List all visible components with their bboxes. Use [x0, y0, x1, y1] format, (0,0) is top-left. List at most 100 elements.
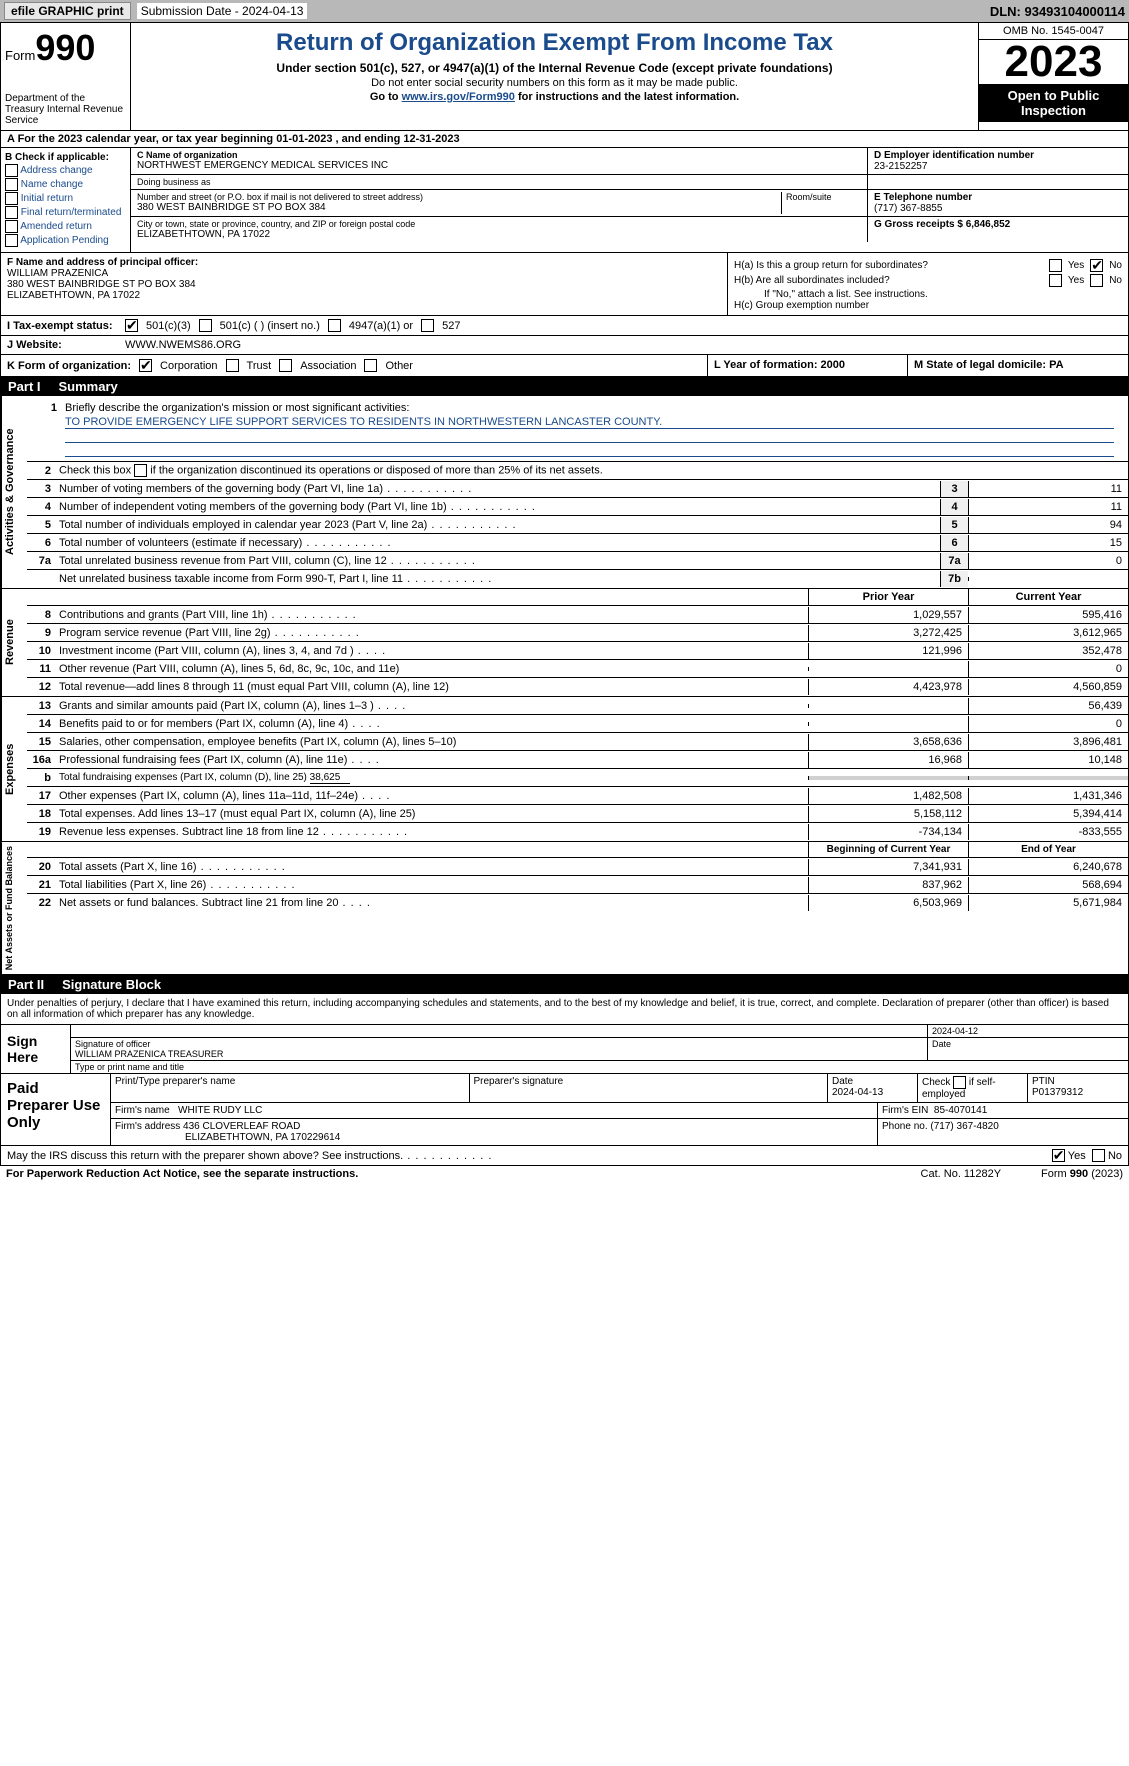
dln-number: DLN: 93493104000114 — [990, 4, 1125, 19]
discuss-no[interactable] — [1092, 1149, 1105, 1162]
ha-yes[interactable] — [1049, 259, 1062, 272]
line5-label: Total number of individuals employed in … — [55, 517, 940, 533]
col-beg: Beginning of Current Year — [808, 842, 968, 857]
line20-beg: 7,341,931 — [808, 859, 968, 875]
cb-discontinued[interactable] — [134, 464, 147, 477]
cb-name-change[interactable]: Name change — [5, 178, 126, 191]
cb-corp[interactable] — [139, 359, 152, 372]
line17-label: Other expenses (Part IX, column (A), lin… — [55, 788, 808, 804]
cb-app-pending[interactable]: Application Pending — [5, 234, 126, 247]
officer-name: WILLIAM PRAZENICA — [7, 268, 721, 279]
cb-final-return[interactable]: Final return/terminated — [5, 206, 126, 219]
line8-label: Contributions and grants (Part VIII, lin… — [55, 607, 808, 623]
row-klm: K Form of organization: Corporation Trus… — [0, 355, 1129, 377]
prep-sig-label: Preparer's signature — [470, 1074, 829, 1102]
cb-address-change[interactable]: Address change — [5, 164, 126, 177]
row-j-website: J Website: WWW.NWEMS86.ORG — [0, 336, 1129, 355]
line11-curr: 0 — [968, 661, 1128, 677]
cb-501c3[interactable] — [125, 319, 138, 332]
part2-header: Part II Signature Block — [0, 975, 1129, 994]
ssn-warning: Do not enter social security numbers on … — [141, 77, 968, 89]
discuss-question: May the IRS discuss this return with the… — [7, 1150, 1052, 1162]
hb-label: H(b) Are all subordinates included? — [734, 275, 1043, 286]
line17-curr: 1,431,346 — [968, 788, 1128, 804]
sig-date-label: Date — [928, 1038, 1128, 1060]
cb-assoc[interactable] — [279, 359, 292, 372]
dept-treasury: Department of the Treasury Internal Reve… — [5, 93, 126, 126]
sig-title-label: Type or print name and title — [71, 1061, 1128, 1073]
ha-label: H(a) Is this a group return for subordin… — [734, 260, 1043, 271]
line21-end: 568,694 — [968, 877, 1128, 893]
cb-other[interactable] — [364, 359, 377, 372]
line18-prior: 5,158,112 — [808, 806, 968, 822]
line17-prior: 1,482,508 — [808, 788, 968, 804]
paperwork-notice: For Paperwork Reduction Act Notice, see … — [6, 1168, 358, 1180]
prep-check-label: Check if self-employed — [918, 1074, 1028, 1102]
line6-label: Total number of volunteers (estimate if … — [55, 535, 940, 551]
line13-curr: 56,439 — [968, 698, 1128, 714]
cat-number: Cat. No. 11282Y — [921, 1168, 1002, 1180]
line9-label: Program service revenue (Part VIII, line… — [55, 625, 808, 641]
hb-no[interactable] — [1090, 274, 1103, 287]
form-header: Form990 Department of the Treasury Inter… — [0, 22, 1129, 131]
irs-link[interactable]: www.irs.gov/Form990 — [402, 91, 515, 103]
efile-print-button[interactable]: efile GRAPHIC print — [4, 2, 131, 20]
line22-label: Net assets or fund balances. Subtract li… — [55, 895, 808, 911]
tab-governance: Activities & Governance — [1, 396, 27, 588]
col-b-checkboxes: B Check if applicable: Address change Na… — [1, 148, 131, 252]
line3-val: 11 — [968, 481, 1128, 497]
line16a-label: Professional fundraising fees (Part IX, … — [55, 752, 808, 768]
firm-phone: (717) 367-4820 — [930, 1121, 998, 1132]
line20-label: Total assets (Part X, line 16) — [55, 859, 808, 875]
line8-prior: 1,029,557 — [808, 607, 968, 623]
hb-note: If "No," attach a list. See instructions… — [734, 289, 1122, 300]
city-label: City or town, state or province, country… — [137, 219, 861, 229]
cb-self-employed[interactable] — [953, 1076, 966, 1089]
sig-officer-name: WILLIAM PRAZENICA TREASURER — [75, 1049, 923, 1059]
line18-curr: 5,394,414 — [968, 806, 1128, 822]
cb-initial-return[interactable]: Initial return — [5, 192, 126, 205]
mission-text: TO PROVIDE EMERGENCY LIFE SUPPORT SERVIC… — [65, 416, 1114, 429]
line14-label: Benefits paid to or for members (Part IX… — [55, 716, 808, 732]
form-title: Return of Organization Exempt From Incom… — [141, 29, 968, 57]
line10-prior: 121,996 — [808, 643, 968, 659]
line2-label: Check this box if the organization disco… — [55, 462, 1128, 479]
line12-prior: 4,423,978 — [808, 679, 968, 695]
ptin-value: P01379312 — [1032, 1087, 1083, 1098]
tab-expenses: Expenses — [1, 697, 27, 841]
line7a-val: 0 — [968, 553, 1128, 569]
line10-curr: 352,478 — [968, 643, 1128, 659]
section-bcd: B Check if applicable: Address change Na… — [0, 148, 1129, 253]
phone-value: (717) 367-8855 — [874, 203, 1122, 214]
sig-date: 2024-04-12 — [928, 1025, 1128, 1037]
open-public-badge: Open to Public Inspection — [979, 84, 1128, 122]
tax-year: 2023 — [979, 40, 1128, 84]
org-name-label: C Name of organization — [137, 150, 861, 160]
cb-trust[interactable] — [226, 359, 239, 372]
line19-label: Revenue less expenses. Subtract line 18 … — [55, 824, 808, 840]
line6-val: 15 — [968, 535, 1128, 551]
preparer-block: Paid Preparer Use Only Print/Type prepar… — [0, 1074, 1129, 1146]
line11-prior — [808, 667, 968, 671]
line7a-label: Total unrelated business revenue from Pa… — [55, 553, 940, 569]
hb-yes[interactable] — [1049, 274, 1062, 287]
cb-amended[interactable]: Amended return — [5, 220, 126, 233]
row-a-tax-year: A For the 2023 calendar year, or tax yea… — [0, 131, 1129, 148]
line16a-curr: 10,148 — [968, 752, 1128, 768]
col-current: Current Year — [968, 589, 1128, 605]
discuss-yes[interactable] — [1052, 1149, 1065, 1162]
line21-label: Total liabilities (Part X, line 26) — [55, 877, 808, 893]
line16b-curr — [968, 776, 1128, 780]
line13-label: Grants and similar amounts paid (Part IX… — [55, 698, 808, 714]
org-name: NORTHWEST EMERGENCY MEDICAL SERVICES INC — [137, 160, 861, 171]
top-bar: efile GRAPHIC print Submission Date - 20… — [0, 0, 1129, 22]
ha-no[interactable] — [1090, 259, 1103, 272]
cb-527[interactable] — [421, 319, 434, 332]
line11-label: Other revenue (Part VIII, column (A), li… — [55, 661, 808, 677]
footer: For Paperwork Reduction Act Notice, see … — [0, 1166, 1129, 1182]
cb-501c[interactable] — [199, 319, 212, 332]
firm-addr1: 436 CLOVERLEAF ROAD — [183, 1121, 300, 1132]
line4-label: Number of independent voting members of … — [55, 499, 940, 515]
cb-4947[interactable] — [328, 319, 341, 332]
sig-officer-label: Signature of officer — [75, 1039, 923, 1049]
